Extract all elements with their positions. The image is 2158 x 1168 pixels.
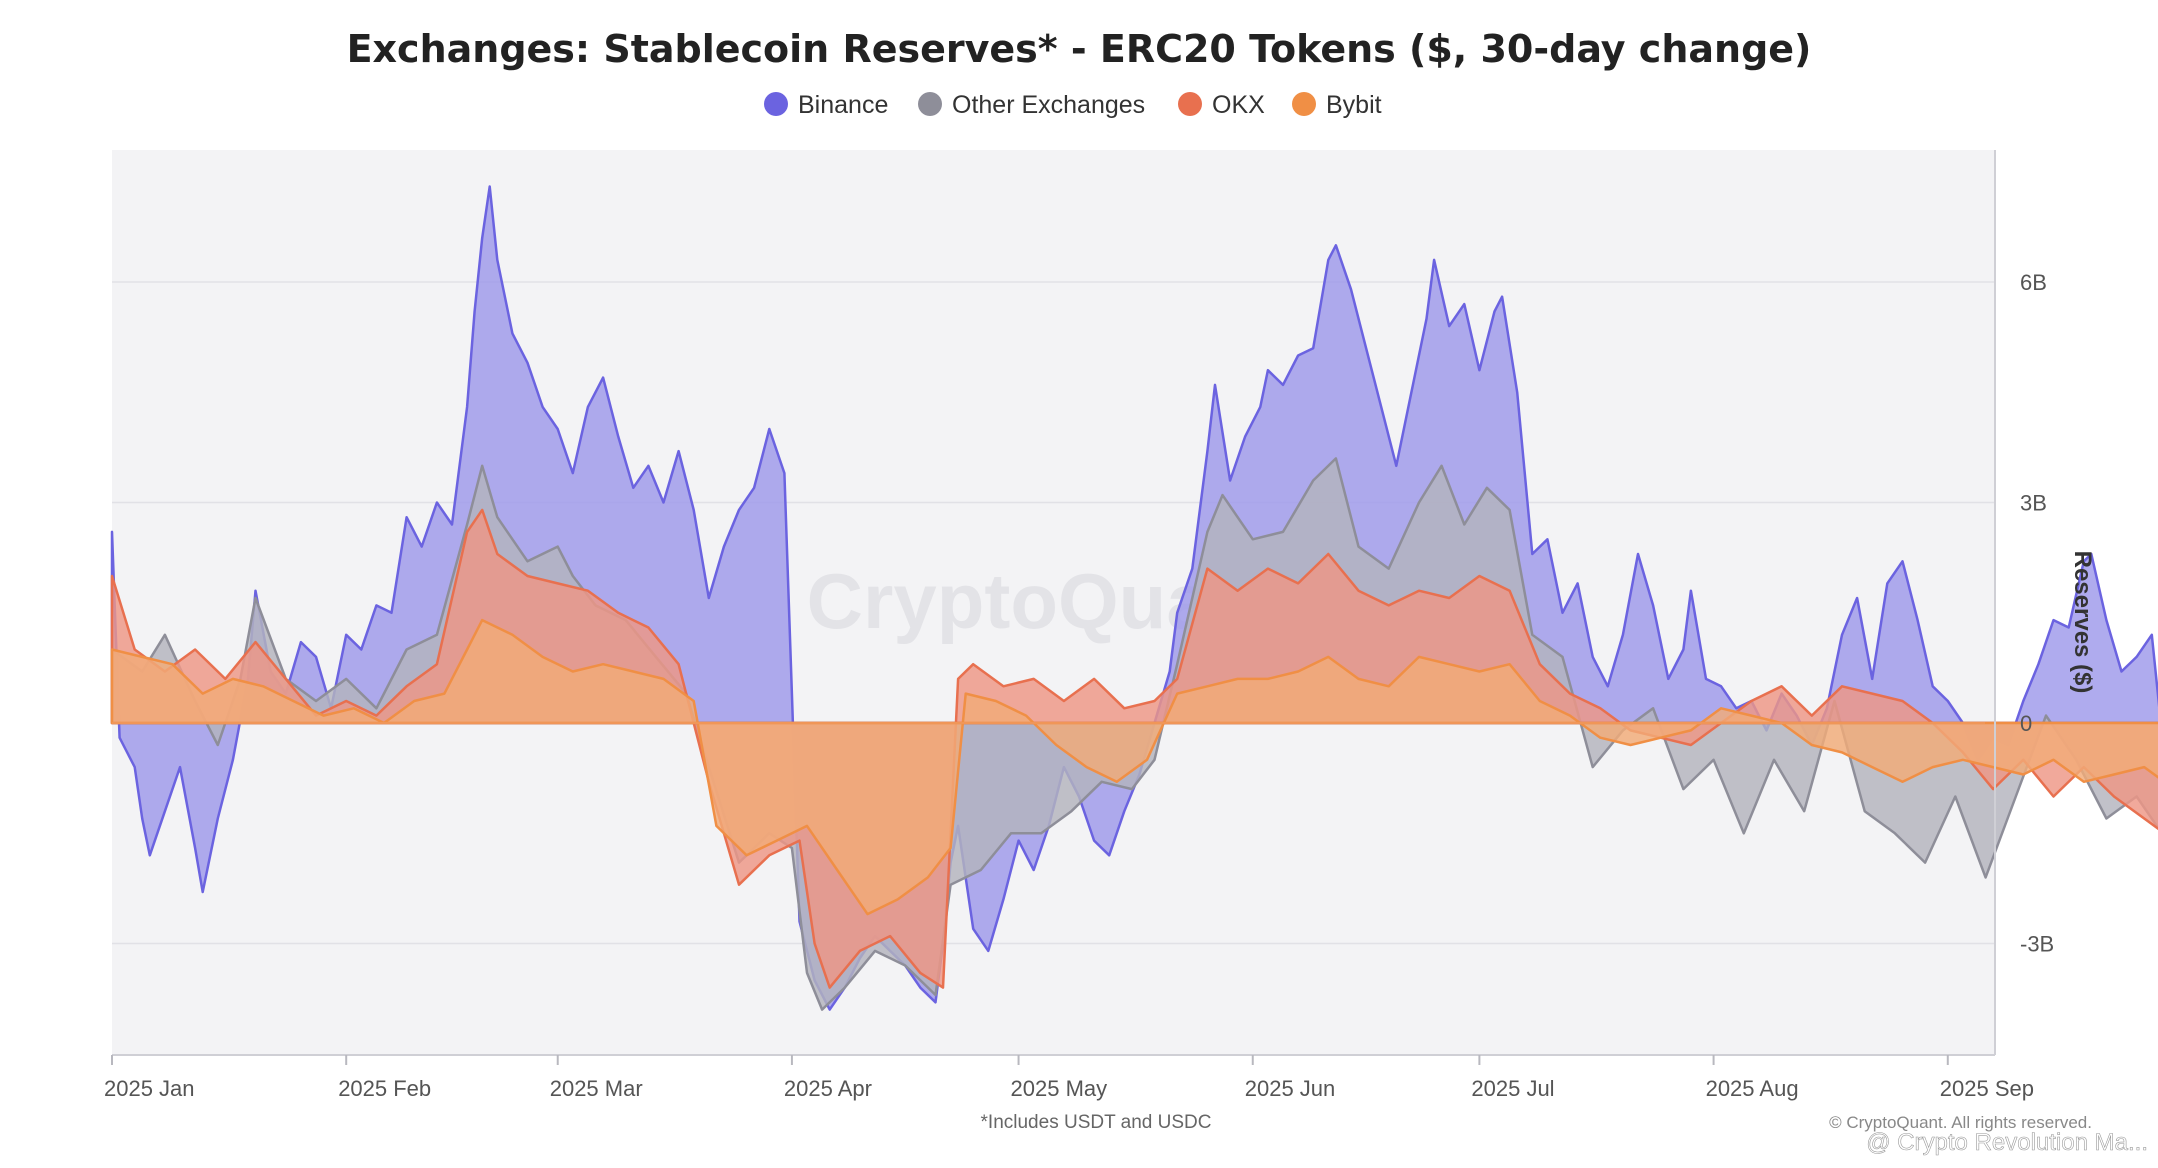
x-tick-label: 2025 Aug (1706, 1076, 1799, 1101)
legend-swatch (764, 92, 788, 116)
x-tick-label: 2025 Apr (784, 1076, 872, 1101)
legend-swatch (1292, 92, 1316, 116)
legend-item: Binance (764, 91, 888, 119)
series-layer (110, 185, 2158, 1011)
legend-label: Binance (798, 91, 888, 119)
x-tick-label: 2025 Mar (550, 1076, 643, 1101)
legend-item: Bybit (1292, 91, 1382, 119)
x-tick-label: 2025 Feb (338, 1076, 431, 1101)
chart-title: Exchanges: Stablecoin Reserves* - ERC20 … (347, 27, 1812, 71)
legend-item: Other Exchanges (918, 91, 1145, 119)
legend-label: OKX (1212, 91, 1265, 119)
x-tick-label: 2025 Jun (1245, 1076, 1336, 1101)
x-tick-label: 2025 Sep (1940, 1076, 2034, 1101)
legend-item: OKX (1178, 91, 1265, 119)
gridlines (112, 281, 1995, 945)
y-axis-label: Reserves ($) (2069, 551, 2096, 694)
series-area-bybit (110, 618, 2158, 916)
legend-label: Bybit (1326, 91, 1382, 119)
y-tick-label: 0 (2020, 711, 2032, 736)
x-tick-label: 2025 May (1011, 1076, 1108, 1101)
legend-swatch (918, 92, 942, 116)
y-tick-label: 6B (2020, 270, 2047, 295)
x-tick-label: 2025 Jul (1471, 1076, 1554, 1101)
credit-watermark: @ Crypto Revolution Ma... (1866, 1129, 2148, 1156)
legend: Binance Other Exchanges OKX Bybit (764, 91, 1382, 119)
x-tick-label: 2025 Jan (104, 1076, 195, 1101)
copyright-notice: © CryptoQuant. All rights reserved. (1829, 1113, 2092, 1132)
y-tick-label: -3B (2020, 932, 2054, 957)
axes: 6B 3B 0 -3B 2025 Jan 2025 Feb 2025 Mar 2025 Apr… (104, 150, 2054, 1101)
y-tick-label: 3B (2020, 491, 2047, 516)
footnote: *Includes USDT and USDC (981, 1112, 1212, 1133)
legend-label: Other Exchanges (952, 91, 1145, 119)
legend-swatch (1178, 92, 1202, 116)
